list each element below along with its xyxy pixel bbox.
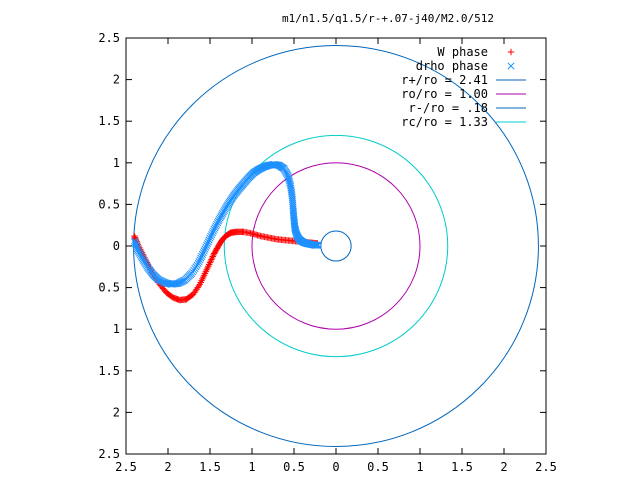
data-point-1-72 bbox=[199, 249, 207, 257]
data-point-1-73 bbox=[200, 247, 208, 255]
data-point-1-84 bbox=[209, 227, 217, 235]
x-tick-label: 2.5 bbox=[115, 460, 137, 474]
data-point-1-82 bbox=[208, 231, 216, 239]
data-point-1-66 bbox=[194, 259, 202, 268]
data-point-0-1 bbox=[131, 234, 139, 241]
x-tick-label: 1 bbox=[248, 460, 255, 474]
x-tick-label: 2 bbox=[164, 460, 171, 474]
y-tick-label: 2.5 bbox=[98, 31, 120, 45]
y-tick-label: 2 bbox=[113, 405, 120, 419]
data-point-1-81 bbox=[207, 232, 215, 240]
y-tick-label: 0.5 bbox=[98, 197, 120, 211]
data-point-0-2 bbox=[132, 235, 139, 242]
legend-label-2: r+/ro = 2.41 bbox=[401, 73, 488, 87]
data-point-1-80 bbox=[206, 234, 214, 242]
legend-label-4: r-/ro = .18 bbox=[409, 101, 488, 115]
x-tick-label: 0.5 bbox=[367, 460, 389, 474]
phase-points bbox=[130, 160, 322, 304]
data-point-1-87 bbox=[212, 222, 220, 230]
x-tick-label: 0 bbox=[332, 460, 339, 474]
legend-label-1: drho phase bbox=[416, 59, 488, 73]
data-point-0-78 bbox=[206, 259, 214, 266]
data-point-1-69 bbox=[197, 254, 205, 262]
data-point-1-77 bbox=[203, 240, 212, 248]
x-tick-label: 1 bbox=[416, 460, 423, 474]
data-point-1-68 bbox=[196, 256, 204, 264]
data-point-0-82 bbox=[209, 253, 216, 260]
legend-sample-0 bbox=[507, 48, 515, 56]
data-point-1-67 bbox=[195, 258, 203, 266]
y-tick-label: 1 bbox=[113, 156, 120, 170]
y-tick-label: 1 bbox=[113, 322, 120, 336]
legend-sample-1 bbox=[507, 62, 515, 70]
series-1 bbox=[130, 160, 322, 288]
y-tick-label: 2 bbox=[113, 73, 120, 87]
data-point-1-79 bbox=[205, 236, 213, 244]
data-point-1-85 bbox=[210, 225, 218, 233]
x-tick-label: 1.5 bbox=[451, 460, 473, 474]
data-point-0-81 bbox=[208, 254, 216, 262]
data-point-1-246 bbox=[314, 241, 322, 249]
x-tick-label: 2.5 bbox=[535, 460, 557, 474]
circle-3 bbox=[223, 134, 449, 358]
legend-label-3: ro/ro = 1.00 bbox=[401, 87, 488, 101]
circle-1 bbox=[251, 162, 421, 330]
data-point-1-78 bbox=[204, 238, 212, 246]
x-tick-label: 1.5 bbox=[199, 460, 221, 474]
x-tick-label: 2 bbox=[500, 460, 507, 474]
data-point-1-88 bbox=[213, 220, 221, 228]
data-point-0-83 bbox=[210, 251, 217, 259]
data-point-1-76 bbox=[203, 241, 211, 249]
data-point-1-86 bbox=[211, 224, 219, 232]
legend-label-5: rc/ro = 1.33 bbox=[401, 115, 488, 129]
series-0 bbox=[131, 228, 321, 304]
legend-label-0: W phase bbox=[437, 45, 488, 59]
y-tick-label: 1.5 bbox=[98, 114, 120, 128]
data-point-0-80 bbox=[208, 256, 215, 263]
data-point-0-79 bbox=[207, 257, 214, 265]
data-point-0-0 bbox=[131, 232, 138, 240]
x-tick-label: 0.5 bbox=[283, 460, 305, 474]
y-tick-label: 2.5 bbox=[98, 447, 120, 461]
chart-title: m1/n1.5/q1.5/r-+.07-j40/M2.0/512 bbox=[282, 12, 494, 25]
data-point-1-83 bbox=[208, 229, 217, 237]
data-point-1-74 bbox=[201, 245, 209, 253]
circle-2 bbox=[320, 230, 352, 262]
data-point-1-70 bbox=[198, 252, 206, 260]
data-point-1-71 bbox=[198, 250, 206, 259]
y-tick-label: 0 bbox=[113, 239, 120, 253]
y-tick-label: 0.5 bbox=[98, 281, 120, 295]
axis-ticks: 2.5 2 1.5 1 0.5 0 0.5 1 1.5 2 2.52.521.510.500.511… bbox=[98, 31, 557, 474]
y-tick-label: 1.5 bbox=[98, 364, 120, 378]
data-point-1-75 bbox=[202, 243, 210, 251]
